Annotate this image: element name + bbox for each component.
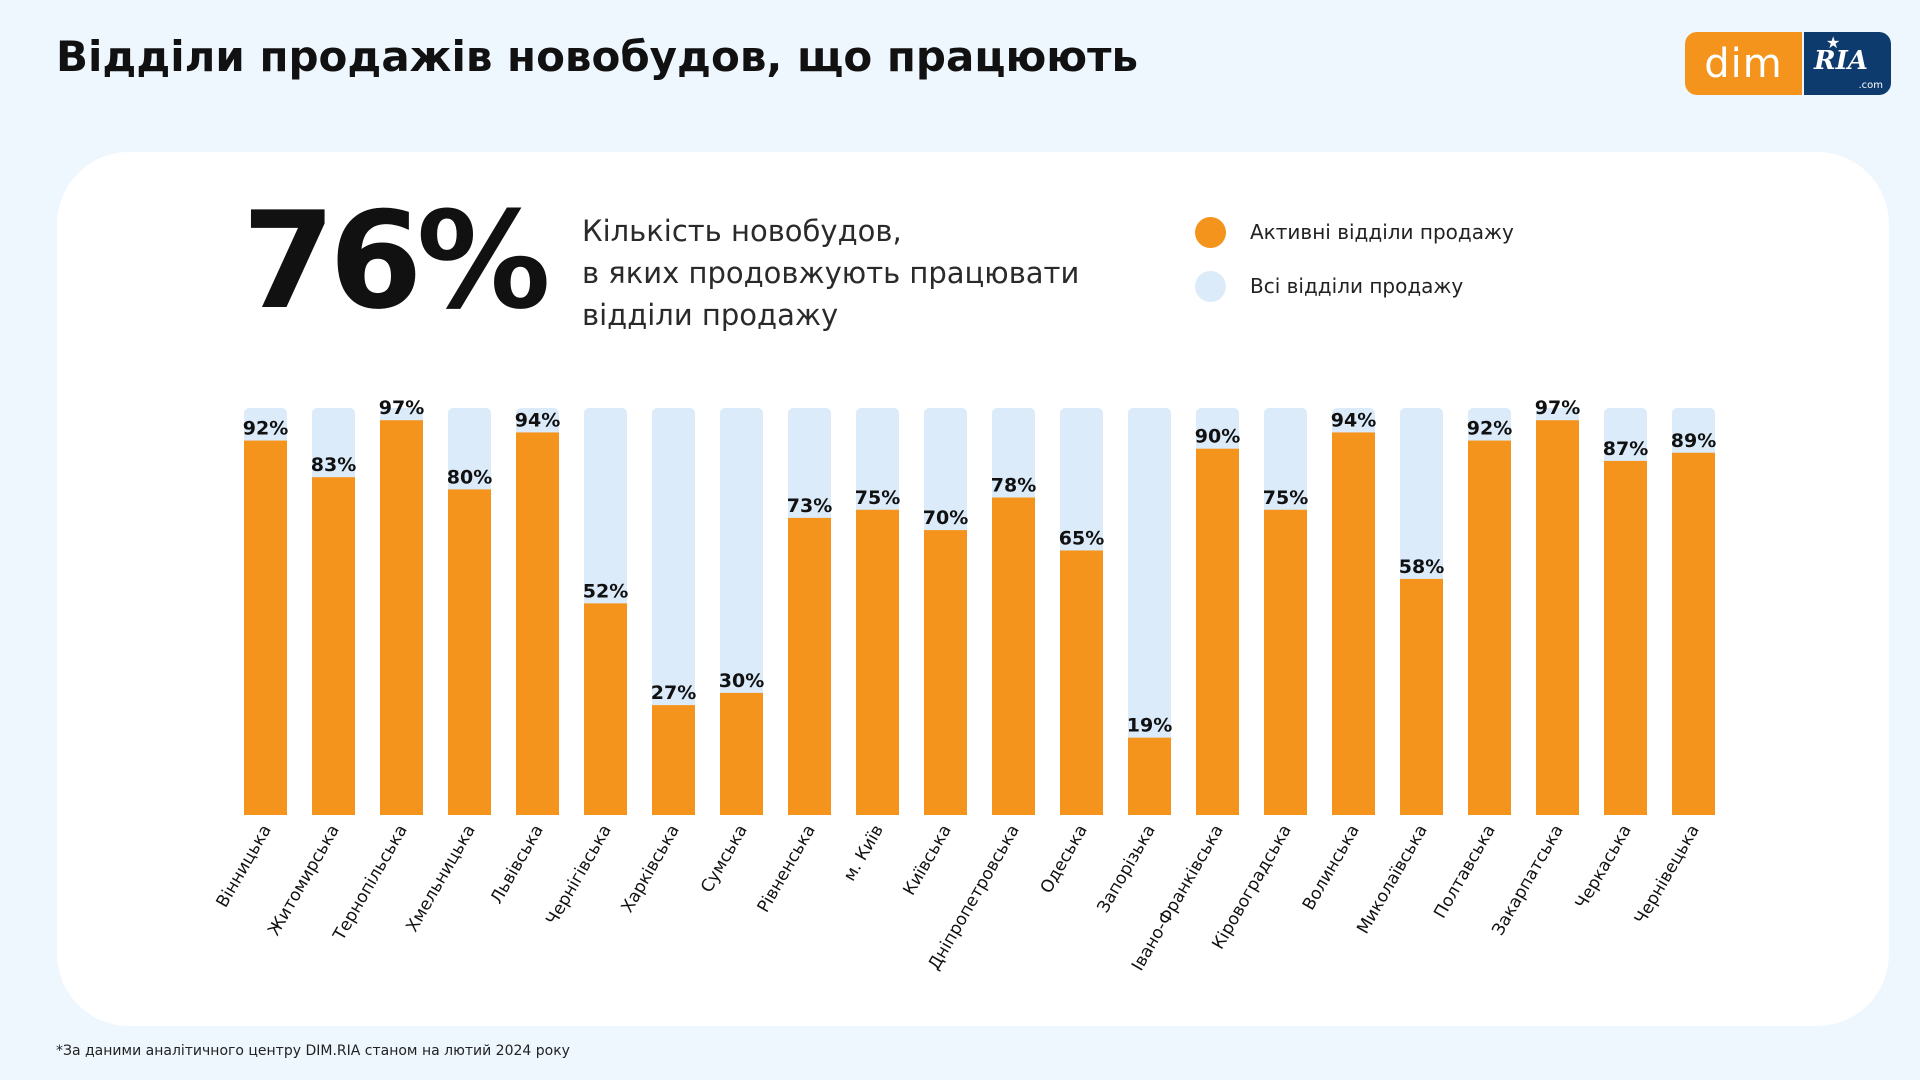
category-label: Полтавська	[1430, 822, 1500, 922]
legend-label-total: Всі відділи продажу	[1250, 274, 1464, 298]
category-label: Сумська	[697, 822, 752, 897]
page-title: Відділи продажів новобудов, що працюють	[56, 32, 1139, 81]
category-label: Львівська	[487, 822, 548, 908]
bar-value-label: 52%	[583, 580, 628, 602]
bar-active	[720, 692, 763, 815]
category-label: Миколаївська	[1353, 822, 1432, 938]
bar-active	[652, 705, 695, 815]
bar-active	[1264, 509, 1307, 815]
bar-active	[516, 432, 559, 815]
category-label: Закарпатська	[1488, 822, 1567, 940]
bar-value-label: 27%	[651, 682, 696, 704]
category-label: Тернопільська	[329, 822, 412, 945]
category-label: Одеська	[1037, 822, 1092, 898]
category-label: Вінницька	[213, 822, 276, 912]
bar-active	[584, 603, 627, 815]
category-label: Хмельницька	[402, 822, 479, 936]
bar-active	[1672, 452, 1715, 815]
dim-ria-logo[interactable]: dim ★ RIA .com	[1685, 32, 1891, 95]
logo-ria-suffix: .com	[1858, 80, 1883, 91]
bar-active	[1468, 440, 1511, 815]
category-label: Харківська	[618, 822, 684, 917]
bar-value-label: 80%	[447, 466, 492, 488]
bar-value-label: 58%	[1399, 556, 1444, 578]
headline-percent: 76%	[242, 183, 551, 339]
star-icon: ★	[1826, 33, 1841, 52]
legend-swatch-total	[1195, 270, 1226, 302]
bar-active	[312, 477, 355, 815]
bar-active	[788, 517, 831, 815]
category-label: Запорізька	[1093, 822, 1159, 917]
legend-item-active: Активні відділи продажу	[1195, 216, 1514, 248]
bar-value-label: 73%	[787, 495, 832, 517]
category-label: Чернігівська	[542, 822, 616, 929]
category-label: Житомирська	[264, 822, 344, 940]
headline-description: Кількість новобудов, в яких продовжують …	[582, 214, 1080, 332]
bar-active	[924, 530, 967, 815]
legend-swatch-active	[1195, 216, 1226, 248]
category-label: Київська	[900, 822, 956, 899]
bar-active	[856, 509, 899, 815]
bar-active	[992, 497, 1035, 815]
bar-value-label: 97%	[379, 397, 424, 419]
bar-active	[1196, 448, 1239, 815]
category-label: Черкаська	[1572, 822, 1636, 913]
footnote: *За даними аналітичного центру DIM.RIA с…	[56, 1043, 570, 1059]
category-label: м. Київ	[840, 822, 888, 885]
bar-value-label: 89%	[1671, 430, 1716, 452]
bar-active	[1128, 737, 1171, 815]
bar-value-label: 97%	[1535, 397, 1580, 419]
bar-active	[1400, 578, 1443, 815]
bar-value-label: 83%	[311, 454, 356, 476]
legend-label-active: Активні відділи продажу	[1250, 220, 1514, 244]
bar-active	[1332, 432, 1375, 815]
bar-value-label: 94%	[515, 409, 560, 431]
category-label: Чернівецька	[1631, 822, 1704, 929]
bar-total	[1128, 408, 1171, 815]
chart-legend: Активні відділи продажу Всі відділи прод…	[1195, 216, 1514, 324]
bar-value-label: 75%	[855, 487, 900, 509]
bar-value-label: 75%	[1263, 487, 1308, 509]
legend-item-total: Всі відділи продажу	[1195, 270, 1514, 302]
bar-active	[1536, 420, 1579, 815]
bar-value-label: 65%	[1059, 527, 1104, 549]
bar-value-label: 19%	[1127, 715, 1172, 737]
bar-value-label: 30%	[719, 670, 764, 692]
bar-value-label: 70%	[923, 507, 968, 529]
logo-ria-text: RIA	[1814, 46, 1868, 76]
category-label: Волинська	[1299, 822, 1364, 914]
bar-value-label: 92%	[243, 418, 288, 440]
bar-active	[244, 440, 287, 815]
logo-dim-part: dim	[1685, 32, 1802, 95]
bar-value-label: 90%	[1195, 426, 1240, 448]
category-label: Рівненська	[754, 822, 820, 917]
bar-value-label: 78%	[991, 475, 1036, 497]
logo-ria-part: ★ RIA .com	[1804, 32, 1891, 95]
bar-value-label: 87%	[1603, 438, 1648, 460]
bar-value-label: 92%	[1467, 418, 1512, 440]
chart-card	[57, 152, 1889, 1026]
bar-value-label: 94%	[1331, 409, 1376, 431]
bar-chart: 92% Вінницька 83% Житомирська 97% Тернопільсь…	[213, 397, 1717, 974]
bar-active	[380, 420, 423, 815]
bar-active	[1060, 550, 1103, 815]
bar-active	[1604, 460, 1647, 815]
bar-active	[448, 489, 491, 815]
